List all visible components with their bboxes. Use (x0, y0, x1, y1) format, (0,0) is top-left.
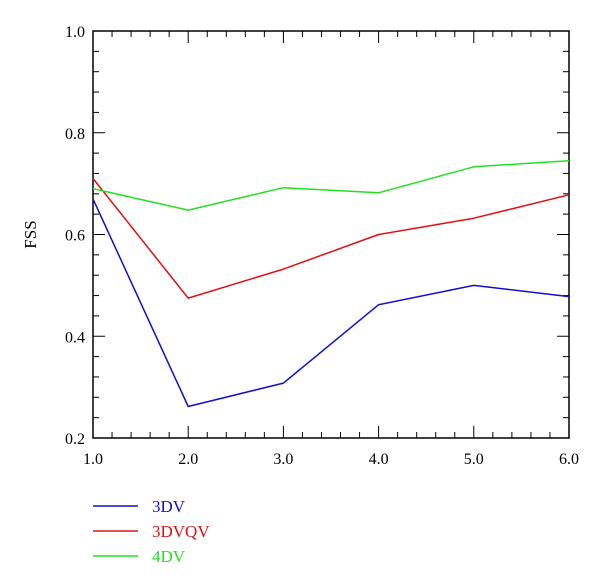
y-axis-title: FSS (21, 220, 40, 248)
x-tick-label: 3.0 (273, 451, 293, 468)
y-tick-label: 0.6 (65, 228, 85, 245)
x-tick-labels: 1.0 2.0 3.0 4.0 5.0 6.0 (83, 451, 579, 468)
legend-label-3dvqv: 3DVQV (152, 522, 210, 541)
series-line-3dvqv (92, 178, 570, 299)
legend-label-3dv: 3DV (152, 497, 186, 516)
x-tick-label: 5.0 (464, 451, 484, 468)
series-line-3dv (92, 198, 570, 408)
legend-label-4dv: 4DV (152, 547, 186, 566)
x-tick-label: 6.0 (559, 451, 579, 468)
x-tick-label: 1.0 (83, 451, 103, 468)
y-tick-labels: 0.2 0.4 0.6 0.8 1.0 (65, 24, 85, 448)
legend: 3DV 3DVQV 4DV (93, 497, 210, 566)
y-tick-label: 0.4 (65, 329, 85, 346)
series-lines (92, 159, 570, 408)
y-tick-label: 0.8 (65, 126, 85, 143)
y-tick-label: 0.2 (65, 431, 85, 448)
x-tick-label: 4.0 (369, 451, 389, 468)
series-line-4dv (92, 159, 570, 211)
axis-ticks (92, 30, 570, 439)
y-tick-label: 1.0 (65, 24, 85, 41)
plot-frame (92, 30, 570, 439)
x-tick-label: 2.0 (178, 451, 198, 468)
